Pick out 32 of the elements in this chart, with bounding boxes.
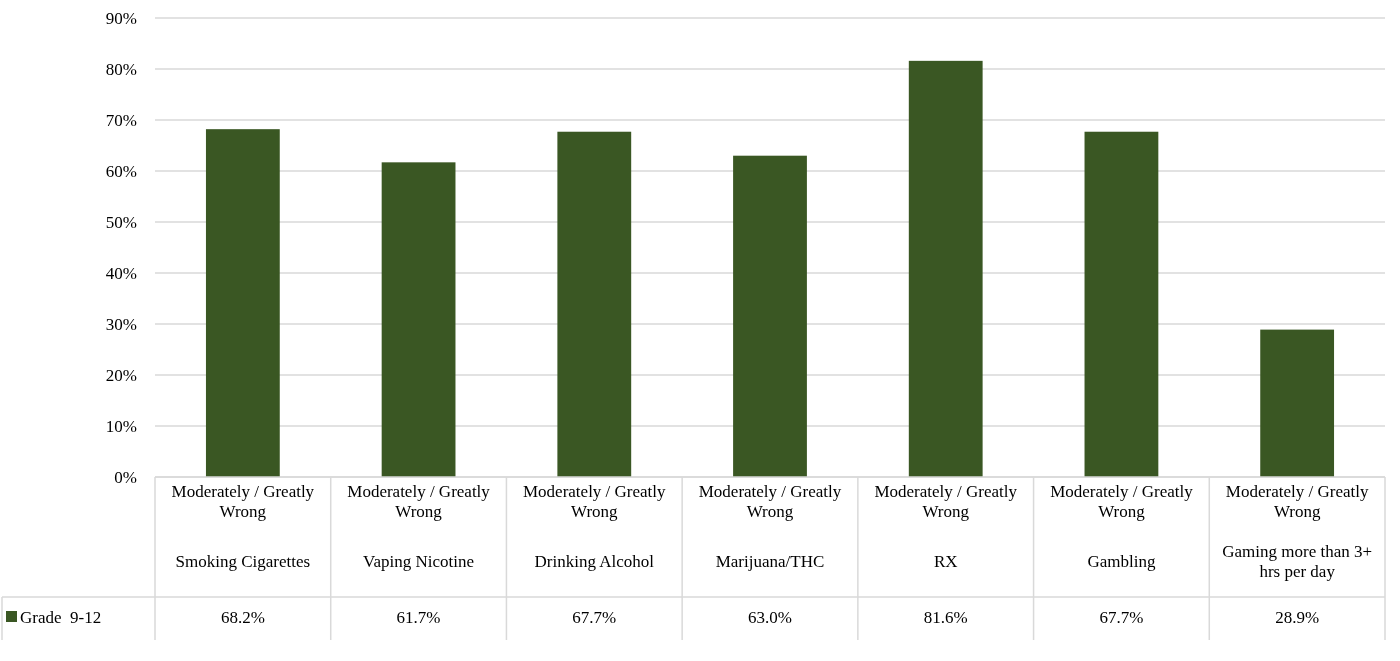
data-label: 28.9% [1275, 607, 1320, 627]
bar [733, 155, 807, 477]
y-tick-label: 50% [105, 212, 137, 232]
y-tick-label: 90% [105, 8, 137, 28]
bar [908, 60, 983, 477]
data-label: 68.2% [220, 607, 265, 627]
category-label: Moderately / Greatly Wrong Vaping Nicotine [347, 482, 490, 571]
bar [205, 129, 280, 477]
y-tick-label: 20% [105, 365, 137, 385]
y-tick-label: 10% [105, 416, 137, 436]
data-label: 67.7% [1099, 607, 1144, 627]
data-label: 63.0% [748, 607, 792, 627]
category-label: Moderately / Greatly Wrong Gambling [1050, 482, 1193, 571]
category-label: Moderately / Greatly Wrong Gaming more than 3+ hrs per day [1222, 482, 1373, 581]
category-label: Moderately / Greatly Wrong Marijuana/THC [698, 482, 842, 571]
category-label: Moderately / Greatly Wrong RX [874, 482, 1017, 571]
bar [381, 162, 456, 477]
legend-label: Grade 9-12 [20, 607, 102, 627]
data-label: 61.7% [396, 607, 441, 627]
y-tick-label: 30% [105, 314, 137, 334]
y-tick-label: 70% [105, 110, 137, 130]
y-tick-label: 0% [114, 467, 137, 487]
y-tick-label: 40% [105, 263, 137, 283]
data-label: 67.7% [572, 607, 617, 627]
bar [1084, 131, 1159, 477]
bar [557, 131, 632, 477]
data-label: 81.6% [923, 607, 968, 627]
category-label: Moderately / Greatly Wrong Drinking Alcohol [523, 482, 666, 571]
bar [1260, 329, 1335, 477]
y-tick-label: 80% [105, 59, 137, 79]
category-label: Moderately / Greatly Wrong Smoking Cigarettes [171, 482, 315, 571]
y-tick-label: 60% [105, 161, 137, 181]
